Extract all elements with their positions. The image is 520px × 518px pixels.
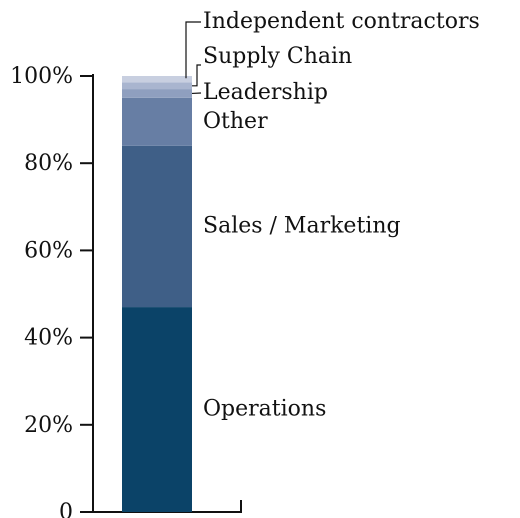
y-tick-label: 60% — [24, 238, 73, 263]
bar-segment — [122, 82, 192, 90]
segment-label: Sales / Marketing — [203, 213, 401, 238]
segment-label: Independent contractors — [203, 9, 480, 34]
leader-line — [192, 64, 201, 87]
segment-label: Operations — [203, 397, 326, 422]
bar-segment — [122, 307, 192, 512]
y-tick-label: 80% — [24, 151, 73, 176]
segment-label: Leadership — [203, 80, 328, 105]
bar-segment — [122, 76, 192, 83]
y-tick-label: 20% — [24, 413, 73, 438]
segment-label: Other — [203, 109, 268, 134]
bar-segment — [122, 89, 192, 98]
y-tick-label: 0 — [59, 500, 73, 518]
y-tick-label: 40% — [24, 326, 73, 351]
leader-line — [185, 21, 201, 79]
bar-segment — [122, 97, 192, 146]
bar-segment — [122, 145, 192, 308]
y-tick-label: 100% — [10, 64, 73, 89]
segment-label: Supply Chain — [203, 44, 352, 69]
